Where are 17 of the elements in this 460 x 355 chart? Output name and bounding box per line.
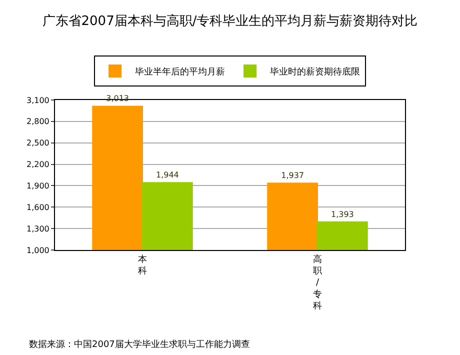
y-tick-label: 1,000 (26, 246, 50, 255)
x-tick-label: 高职/专科 (313, 254, 322, 312)
y-tick-label: 2,800 (26, 117, 50, 126)
legend-label: 毕业时的薪资期待底限 (270, 66, 360, 78)
y-tick-label: 2,200 (26, 160, 50, 170)
y-tick-label: 2,500 (26, 138, 50, 148)
x-tick-label: 本科 (138, 254, 147, 276)
data-label: 1,937 (281, 171, 304, 180)
y-tick-label: 1,900 (26, 182, 50, 191)
source-note: 数据来源：中国2007届大学毕业生求职与工作能力调查 (29, 339, 250, 350)
y-tick-label: 3,100 (26, 96, 50, 105)
data-label: 1,393 (330, 210, 354, 219)
chart-title: 广东省2007届本科与高职/专科毕业生的平均月薪与薪资期待对比 (42, 13, 418, 30)
y-tick-label: 1,300 (26, 224, 50, 234)
y-tick-label: 1,600 (26, 202, 50, 212)
legend-label: 毕业半年后的平均月薪 (135, 66, 225, 78)
data-label: 1,944 (156, 170, 179, 180)
